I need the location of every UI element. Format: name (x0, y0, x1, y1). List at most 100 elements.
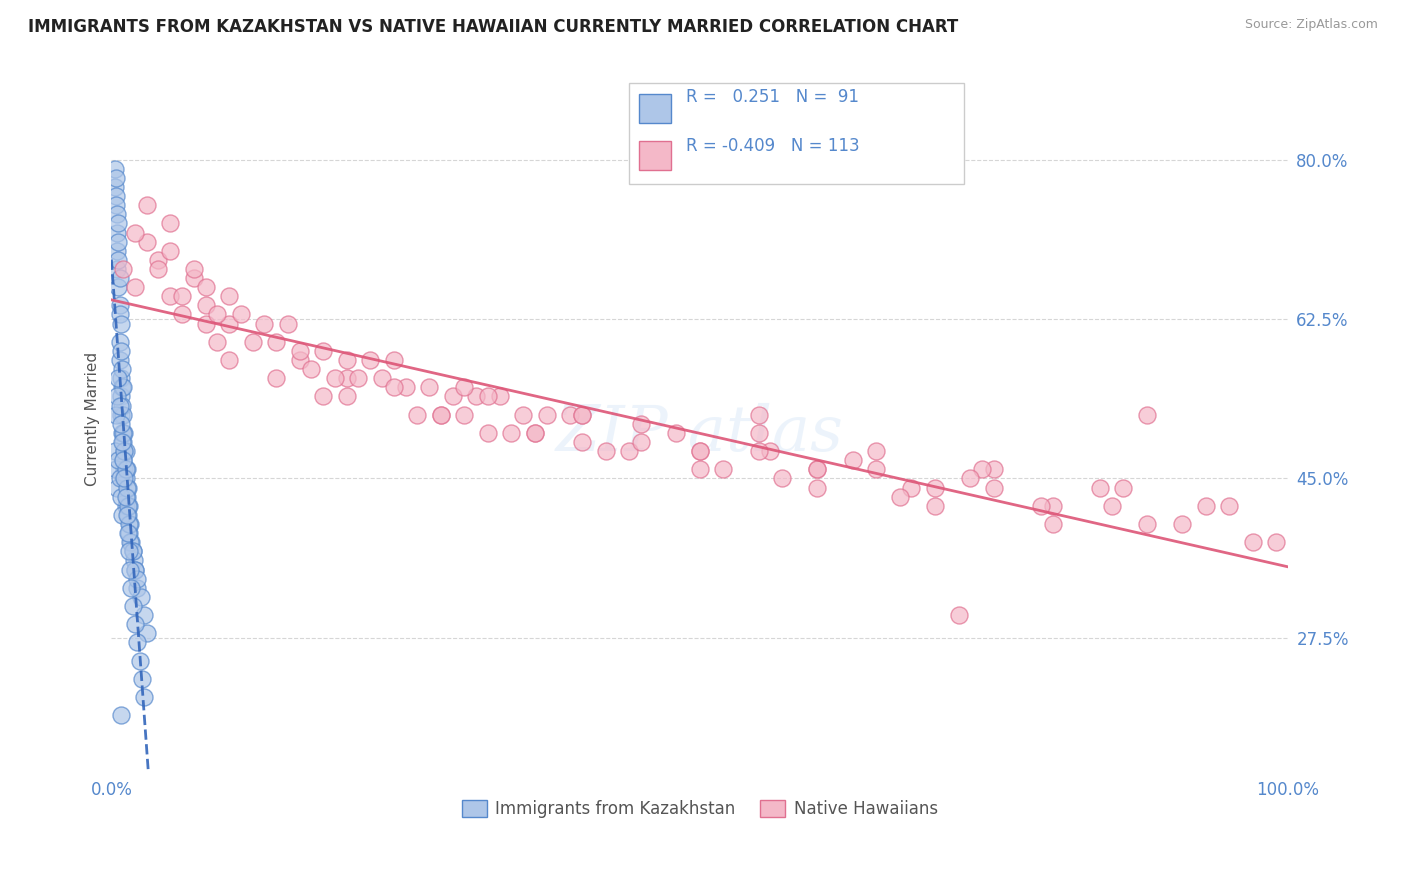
Point (288, 353, 311, 368)
Point (983, 481, 1005, 495)
Point (104, 444, 127, 458)
Point (1194, 499, 1216, 513)
Point (112, 380, 135, 394)
Point (1136, 516, 1159, 531)
Point (948, 608, 970, 623)
Point (112, 471, 135, 485)
Point (112, 262, 135, 277)
Point (110, 389, 132, 403)
Point (108, 399, 131, 413)
Point (571, 408, 593, 422)
Point (128, 654, 150, 668)
Point (104, 180, 127, 194)
Point (747, 408, 769, 422)
Point (183, 262, 205, 277)
Point (114, 499, 136, 513)
Point (120, 563, 142, 577)
Point (110, 371, 132, 385)
Text: Source: ZipAtlas.com: Source: ZipAtlas.com (1244, 18, 1378, 31)
Point (689, 444, 711, 458)
Point (536, 408, 558, 422)
Point (207, 308, 229, 322)
Point (115, 490, 138, 504)
Point (135, 198, 157, 212)
Point (135, 235, 157, 249)
Point (107, 453, 129, 467)
Point (112, 453, 135, 467)
Point (108, 334, 131, 349)
Point (523, 425, 546, 440)
Point (218, 289, 240, 303)
Point (512, 408, 534, 422)
Point (924, 481, 946, 495)
Point (371, 371, 394, 385)
Point (105, 189, 128, 203)
Point (115, 462, 138, 476)
Point (107, 280, 129, 294)
Point (124, 226, 146, 240)
Point (441, 389, 464, 403)
Point (183, 271, 205, 285)
Point (689, 444, 711, 458)
Point (924, 499, 946, 513)
Point (194, 298, 217, 312)
Point (264, 371, 287, 385)
Point (571, 435, 593, 450)
Point (207, 334, 229, 349)
Point (359, 353, 381, 368)
Point (108, 353, 131, 368)
Point (970, 462, 993, 476)
Point (112, 444, 135, 458)
Point (129, 590, 152, 604)
Point (170, 308, 193, 322)
Point (312, 389, 335, 403)
Point (114, 462, 136, 476)
Point (229, 308, 252, 322)
Point (806, 462, 828, 476)
Point (406, 408, 429, 422)
Point (288, 343, 311, 358)
Point (488, 389, 510, 403)
Point (110, 708, 132, 723)
Point (747, 444, 769, 458)
Point (112, 471, 135, 485)
Point (111, 380, 134, 394)
Point (617, 444, 640, 458)
Point (630, 417, 652, 431)
Point (312, 343, 335, 358)
Point (110, 317, 132, 331)
Point (105, 389, 128, 403)
Point (501, 425, 523, 440)
Point (115, 508, 138, 522)
Text: R = -0.409   N = 113: R = -0.409 N = 113 (686, 136, 859, 154)
Point (110, 343, 132, 358)
Point (630, 435, 652, 450)
Point (112, 462, 135, 476)
Point (121, 544, 143, 558)
Point (104, 161, 127, 176)
Point (110, 490, 132, 504)
Point (159, 289, 181, 303)
Point (107, 252, 129, 267)
Point (111, 435, 134, 450)
Point (394, 380, 416, 394)
Point (124, 280, 146, 294)
Point (159, 216, 181, 230)
Point (148, 262, 170, 277)
Point (1101, 499, 1123, 513)
Point (347, 371, 370, 385)
Point (107, 235, 129, 249)
Point (1088, 481, 1111, 495)
Point (477, 425, 499, 440)
Point (1042, 516, 1064, 531)
Point (336, 353, 359, 368)
Point (105, 226, 128, 240)
Point (117, 508, 139, 522)
Point (747, 425, 769, 440)
Point (430, 408, 453, 422)
Legend: Immigrants from Kazakhstan, Native Hawaiians: Immigrants from Kazakhstan, Native Hawai… (456, 793, 945, 825)
Point (112, 425, 135, 440)
Point (105, 207, 128, 221)
Point (120, 535, 142, 549)
Point (1029, 499, 1052, 513)
